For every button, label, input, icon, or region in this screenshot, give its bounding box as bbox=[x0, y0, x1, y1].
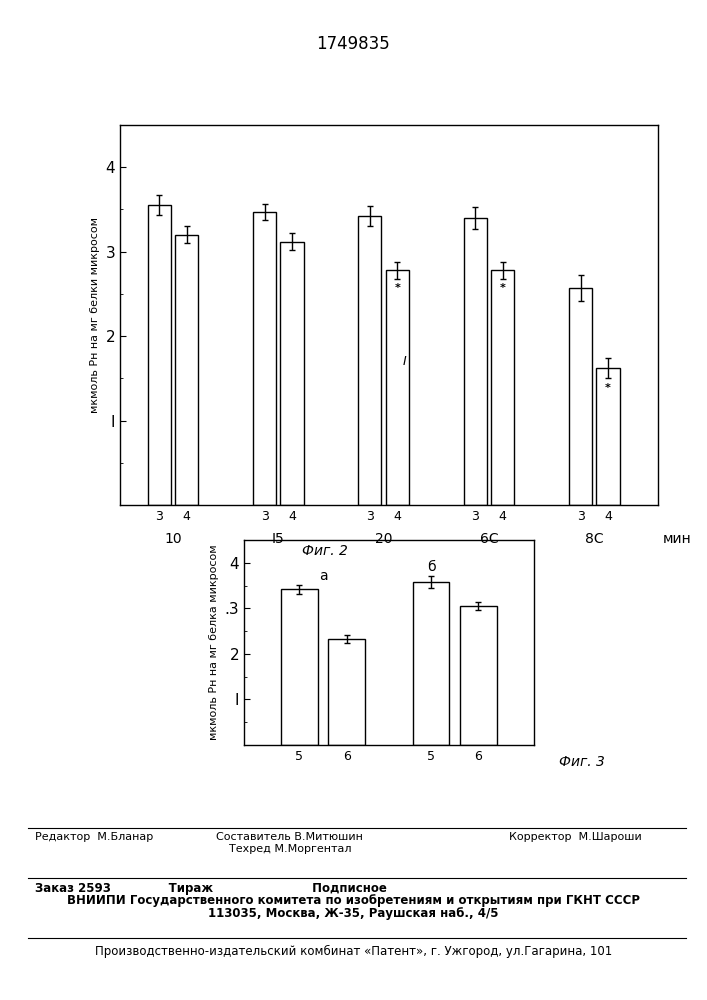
Bar bbox=[491, 270, 514, 505]
Text: Производственно-издательский комбинат «Патент», г. Ужгород, ул.Гагарина, 101: Производственно-издательский комбинат «П… bbox=[95, 945, 612, 958]
Text: І: І bbox=[403, 355, 407, 368]
Text: *: * bbox=[605, 383, 611, 393]
Text: *: * bbox=[395, 283, 400, 293]
Bar bbox=[358, 216, 382, 505]
Bar bbox=[253, 212, 276, 505]
Text: Фиг. 2: Фиг. 2 bbox=[303, 544, 348, 558]
Y-axis label: мкмоль Pн на мг белки микросом: мкмоль Pн на мг белки микросом bbox=[90, 217, 100, 413]
Text: 8C: 8C bbox=[585, 532, 604, 546]
Bar bbox=[460, 606, 497, 745]
Text: 1749835: 1749835 bbox=[317, 35, 390, 53]
Bar bbox=[569, 288, 592, 505]
Text: ВНИИПИ Государственного комитета по изобретениям и открытиям при ГКНТ СССР: ВНИИПИ Государственного комитета по изоб… bbox=[67, 894, 640, 907]
Text: Заказ 2593              Тираж                        Подписное: Заказ 2593 Тираж Подписное bbox=[35, 882, 387, 895]
Text: Корректор  М.Шароши: Корректор М.Шароши bbox=[509, 832, 642, 842]
Bar bbox=[175, 235, 198, 505]
Bar bbox=[464, 218, 487, 505]
Text: Редактор  М.Бланар: Редактор М.Бланар bbox=[35, 832, 153, 842]
Bar bbox=[413, 582, 450, 745]
Text: *: * bbox=[500, 283, 506, 293]
Text: а: а bbox=[319, 569, 327, 583]
Text: мин: мин bbox=[662, 532, 691, 546]
Text: 20: 20 bbox=[375, 532, 392, 546]
Bar bbox=[148, 205, 171, 505]
Text: 6C: 6C bbox=[479, 532, 498, 546]
Text: 113035, Москва, Ж-35, Раушская наб., 4/5: 113035, Москва, Ж-35, Раушская наб., 4/5 bbox=[209, 907, 498, 920]
Text: Составитель В.Митюшин
Техред М.Моргентал: Составитель В.Митюшин Техред М.Моргентал bbox=[216, 832, 363, 854]
Bar bbox=[281, 242, 303, 505]
Bar bbox=[597, 368, 619, 505]
Text: Фиг. 3: Фиг. 3 bbox=[559, 755, 604, 769]
Bar bbox=[386, 270, 409, 505]
Text: I5: I5 bbox=[272, 532, 285, 546]
Text: 10: 10 bbox=[164, 532, 182, 546]
Bar bbox=[328, 639, 365, 745]
Y-axis label: мкмоль Pн на мг белка микросом: мкмоль Pн на мг белка микросом bbox=[209, 545, 219, 740]
Text: б: б bbox=[427, 560, 436, 574]
Bar bbox=[281, 589, 317, 745]
